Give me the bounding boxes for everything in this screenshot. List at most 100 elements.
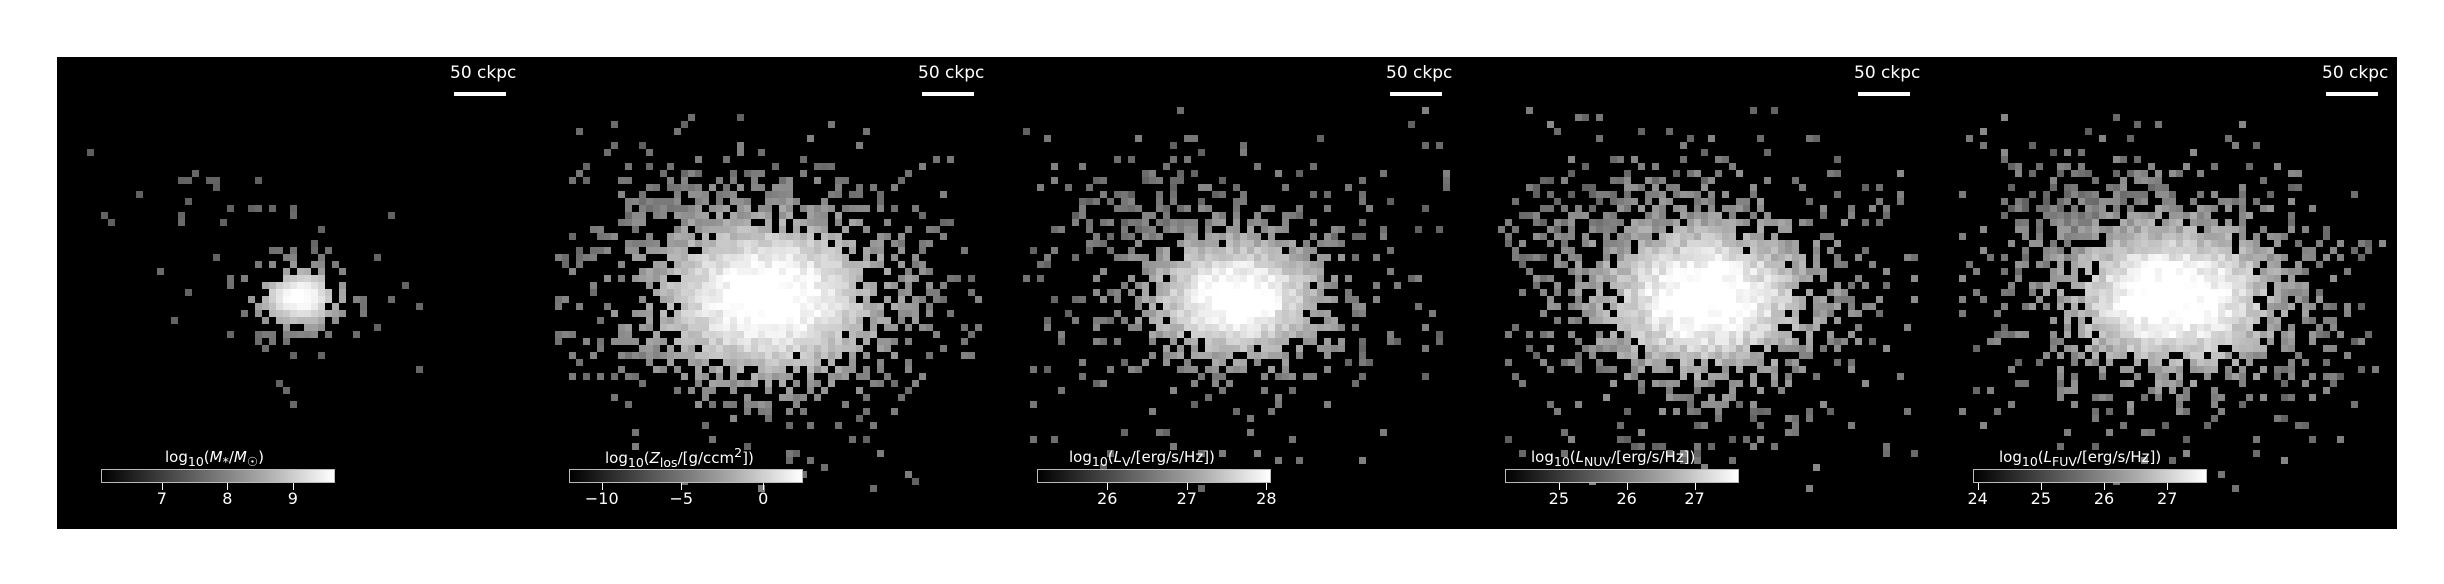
map-pixel bbox=[1610, 177, 1617, 184]
map-pixel bbox=[2064, 233, 2071, 240]
map-pixel bbox=[674, 387, 681, 394]
map-pixel bbox=[786, 352, 793, 359]
map-pixel bbox=[1240, 317, 1247, 324]
map-pixel bbox=[1883, 282, 1890, 289]
map-pixel bbox=[786, 359, 793, 366]
map-pixel bbox=[779, 184, 786, 191]
map-pixel bbox=[1282, 317, 1289, 324]
map-pixel bbox=[1680, 331, 1687, 338]
map-pixel bbox=[1142, 268, 1149, 275]
map-pixel bbox=[758, 324, 765, 331]
map-pixel bbox=[1275, 457, 1282, 464]
map-pixel bbox=[1575, 317, 1582, 324]
map-pixel bbox=[2120, 156, 2127, 163]
map-pixel bbox=[940, 219, 947, 226]
map-pixel bbox=[1547, 240, 1554, 247]
map-pixel bbox=[821, 289, 828, 296]
map-pixel bbox=[1757, 268, 1764, 275]
map-pixel bbox=[2288, 184, 2295, 191]
map-pixel bbox=[416, 303, 423, 310]
map-pixel bbox=[2183, 226, 2190, 233]
map-pixel bbox=[877, 233, 884, 240]
map-pixel bbox=[304, 268, 311, 275]
nuv-band-map bbox=[1498, 107, 1918, 492]
map-pixel bbox=[2295, 282, 2302, 289]
map-pixel bbox=[779, 310, 786, 317]
map-pixel bbox=[2190, 149, 2197, 156]
map-pixel bbox=[2050, 268, 2057, 275]
map-pixel bbox=[779, 282, 786, 289]
map-pixel bbox=[2099, 310, 2106, 317]
map-pixel bbox=[2176, 303, 2183, 310]
map-pixel bbox=[793, 324, 800, 331]
map-pixel bbox=[786, 254, 793, 261]
map-pixel bbox=[1275, 317, 1282, 324]
map-pixel bbox=[1652, 275, 1659, 282]
map-pixel bbox=[723, 254, 730, 261]
map-pixel bbox=[1198, 373, 1205, 380]
colorbar bbox=[101, 469, 335, 483]
map-pixel bbox=[716, 310, 723, 317]
map-pixel bbox=[674, 317, 681, 324]
map-pixel bbox=[1233, 366, 1240, 373]
map-pixel bbox=[1624, 205, 1631, 212]
map-pixel bbox=[1163, 310, 1170, 317]
map-pixel bbox=[2064, 184, 2071, 191]
map-pixel bbox=[1170, 282, 1177, 289]
map-pixel bbox=[2155, 352, 2162, 359]
map-pixel bbox=[1226, 324, 1233, 331]
map-pixel bbox=[625, 401, 632, 408]
map-pixel bbox=[737, 296, 744, 303]
map-pixel bbox=[2260, 268, 2267, 275]
map-pixel bbox=[1324, 352, 1331, 359]
map-pixel bbox=[1834, 156, 1841, 163]
map-pixel bbox=[912, 310, 919, 317]
map-pixel bbox=[1596, 219, 1603, 226]
map-pixel bbox=[1897, 170, 1904, 177]
map-pixel bbox=[2267, 275, 2274, 282]
map-pixel bbox=[1680, 282, 1687, 289]
map-pixel bbox=[681, 310, 688, 317]
map-pixel bbox=[723, 303, 730, 310]
colorbar-tick bbox=[2104, 483, 2106, 490]
map-pixel bbox=[1380, 226, 1387, 233]
map-pixel bbox=[2295, 261, 2302, 268]
map-pixel bbox=[2323, 226, 2330, 233]
map-pixel bbox=[1820, 401, 1827, 408]
map-pixel bbox=[1247, 268, 1254, 275]
map-pixel bbox=[1722, 345, 1729, 352]
map-pixel bbox=[1233, 261, 1240, 268]
map-pixel bbox=[779, 275, 786, 282]
map-pixel bbox=[2323, 331, 2330, 338]
map-pixel bbox=[646, 149, 653, 156]
map-pixel bbox=[688, 212, 695, 219]
map-pixel bbox=[2358, 338, 2365, 345]
map-pixel bbox=[779, 373, 786, 380]
map-pixel bbox=[1631, 198, 1638, 205]
map-pixel bbox=[1533, 191, 1540, 198]
map-pixel bbox=[2085, 289, 2092, 296]
map-pixel bbox=[2204, 261, 2211, 268]
map-pixel bbox=[646, 233, 653, 240]
map-pixel bbox=[1722, 282, 1729, 289]
map-pixel bbox=[1652, 317, 1659, 324]
map-pixel bbox=[1156, 205, 1163, 212]
map-pixel bbox=[1764, 408, 1771, 415]
map-pixel bbox=[2078, 191, 2085, 198]
map-pixel bbox=[898, 177, 905, 184]
map-pixel bbox=[2260, 345, 2267, 352]
map-pixel bbox=[1338, 240, 1345, 247]
map-pixel bbox=[1135, 226, 1142, 233]
map-pixel bbox=[1631, 282, 1638, 289]
map-pixel bbox=[1240, 296, 1247, 303]
map-pixel bbox=[269, 282, 276, 289]
map-pixel bbox=[2204, 268, 2211, 275]
map-pixel bbox=[1624, 436, 1631, 443]
map-pixel bbox=[304, 310, 311, 317]
map-pixel bbox=[1687, 331, 1694, 338]
map-pixel bbox=[1673, 408, 1680, 415]
map-pixel bbox=[723, 289, 730, 296]
map-pixel bbox=[1736, 338, 1743, 345]
map-pixel bbox=[828, 289, 835, 296]
map-pixel bbox=[2344, 352, 2351, 359]
